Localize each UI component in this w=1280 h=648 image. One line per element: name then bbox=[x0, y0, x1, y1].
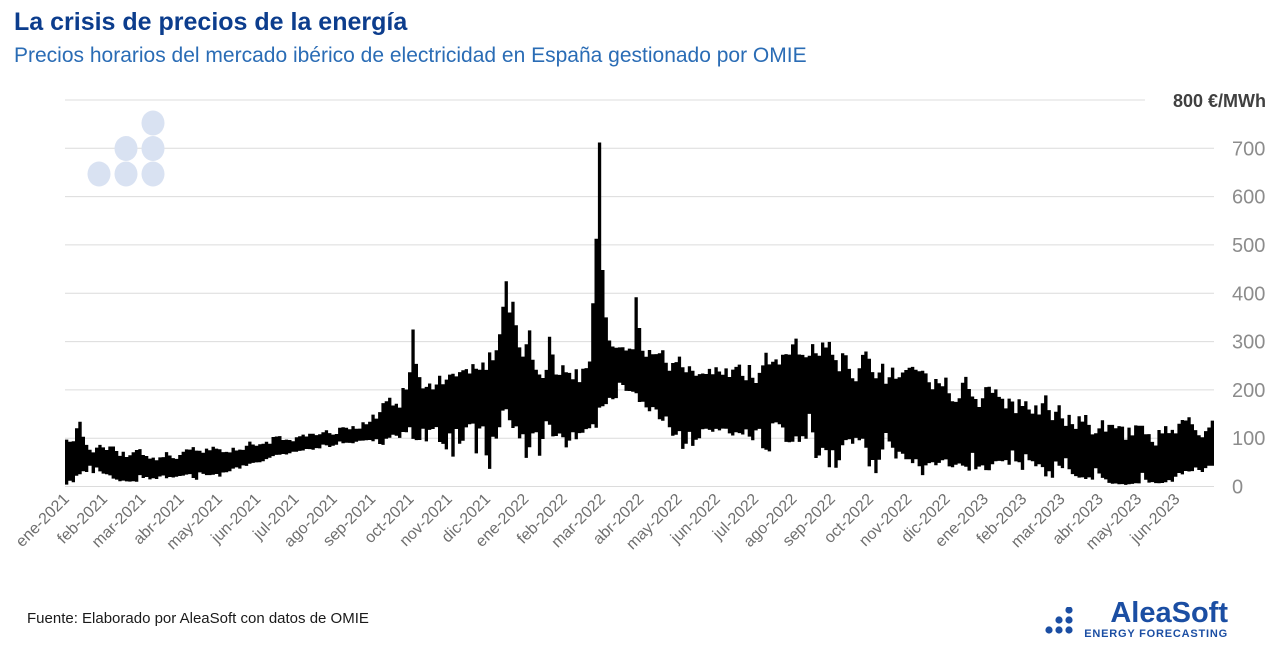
y-tick-label: 400 bbox=[1232, 283, 1265, 305]
y-axis-unit-label: 800 €/MWh bbox=[1173, 91, 1266, 111]
y-tick-label: 700 bbox=[1232, 138, 1265, 160]
aleasoft-logo-dots-icon bbox=[1045, 607, 1073, 634]
y-tick-label: 300 bbox=[1232, 332, 1265, 354]
watermark-dot bbox=[87, 161, 111, 187]
watermark-dot bbox=[141, 110, 165, 136]
page-title: La crisis de precios de la energía bbox=[14, 8, 408, 36]
y-tick-label: 600 bbox=[1232, 187, 1265, 209]
y-tick-label: 100 bbox=[1232, 428, 1265, 450]
price-band-series bbox=[65, 142, 1214, 485]
watermark-dot bbox=[141, 161, 165, 187]
y-tick-label: 0 bbox=[1232, 477, 1243, 499]
watermark-dot bbox=[114, 161, 138, 187]
logo-tagline: ENERGY FORECASTING bbox=[1084, 628, 1228, 641]
y-tick-label: 200 bbox=[1232, 380, 1265, 402]
watermark-dot bbox=[141, 136, 165, 161]
watermark-dot bbox=[114, 136, 138, 161]
source-note: Fuente: Elaborado por AleaSoft con datos… bbox=[27, 610, 369, 627]
aleasoft-logo: AleaSoft ENERGY FORECASTING bbox=[1045, 598, 1228, 640]
logo-wordmark: AleaSoft bbox=[1110, 597, 1228, 629]
page-subtitle: Precios horarios del mercado ibérico de … bbox=[14, 44, 807, 67]
y-tick-label: 500 bbox=[1232, 235, 1265, 257]
